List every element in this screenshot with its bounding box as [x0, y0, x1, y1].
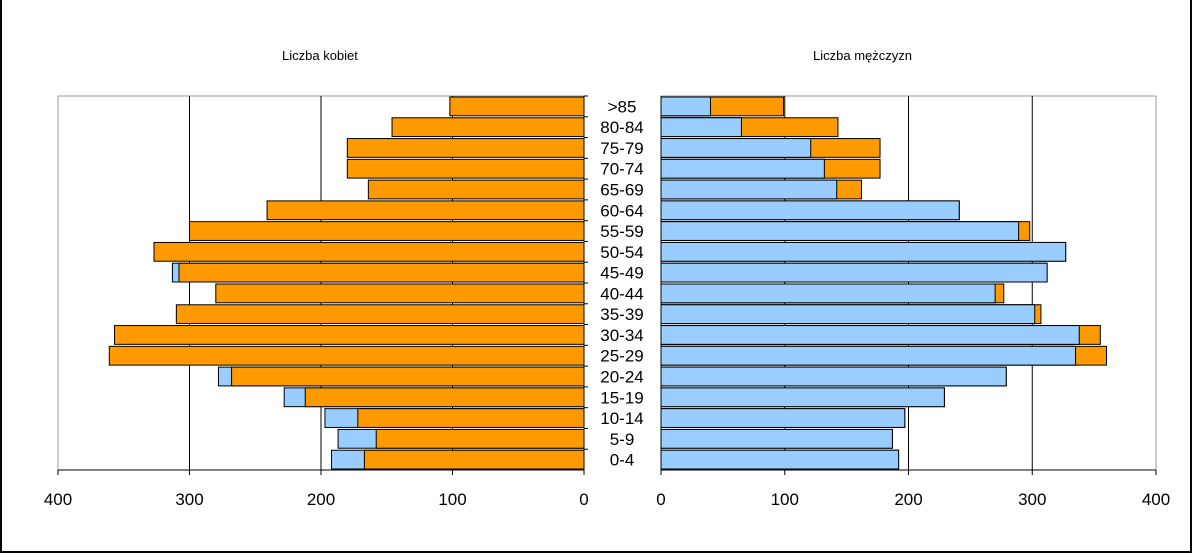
- right-bar-blue: [660, 387, 945, 408]
- right-bar-blue: [660, 179, 838, 200]
- left-bar-orange: [375, 428, 585, 449]
- age-group-label: 5-9: [610, 430, 635, 449]
- right-panel-title: Liczba mężczyzn: [813, 48, 912, 63]
- age-group-label: 65-69: [600, 181, 643, 200]
- left-bar-orange: [215, 283, 585, 304]
- right-bar-blue: [660, 138, 812, 158]
- left-bar-orange: [367, 179, 585, 200]
- right-bar-blue: [660, 366, 1007, 387]
- age-group-label: 15-19: [600, 388, 643, 407]
- left-bar-orange: [346, 138, 585, 158]
- right-bar-blue: [660, 221, 1020, 241]
- age-group-label: 60-64: [600, 201, 643, 220]
- age-group-label: 35-39: [600, 305, 643, 324]
- age-group-label: 55-59: [600, 222, 643, 241]
- right-tick-label: 0: [656, 490, 665, 509]
- left-bar-orange: [363, 449, 585, 470]
- age-group-label: 70-74: [600, 160, 643, 179]
- left-bar-orange: [346, 158, 585, 179]
- right-bar-blue: [660, 408, 906, 428]
- left-panel-title: Liczba kobiet: [282, 48, 358, 63]
- left-tick-label: 0: [579, 490, 588, 509]
- left-tick-label: 100: [438, 490, 466, 509]
- left-bar-orange: [153, 241, 585, 262]
- right-bar-blue: [660, 262, 1048, 283]
- age-group-label: 40-44: [600, 284, 643, 303]
- age-group-label: 30-34: [600, 326, 643, 345]
- age-group-label: 10-14: [600, 409, 643, 428]
- right-bar-blue: [660, 345, 1077, 366]
- right-bar-blue: [660, 117, 742, 138]
- right-bar-blue: [660, 304, 1036, 325]
- left-tick-label: 300: [175, 490, 203, 509]
- left-bar-orange: [231, 366, 585, 387]
- right-tick-label: 400: [1142, 490, 1170, 509]
- left-bar-orange: [175, 304, 585, 325]
- left-bar-orange: [449, 96, 585, 117]
- right-bar-blue: [660, 325, 1080, 345]
- right-bar-blue: [660, 96, 711, 117]
- age-group-label: 25-29: [600, 347, 643, 366]
- right-bar-blue: [660, 283, 996, 304]
- age-group-label: 20-24: [600, 368, 643, 387]
- age-group-label: 45-49: [600, 264, 643, 283]
- left-bar-orange: [266, 200, 585, 221]
- right-bar-blue: [660, 200, 960, 221]
- left-tick-label: 200: [307, 490, 335, 509]
- right-tick-label: 100: [771, 490, 799, 509]
- age-group-label: 0-4: [610, 451, 635, 470]
- right-bar-blue: [660, 428, 893, 449]
- right-tick-label: 200: [894, 490, 922, 509]
- age-group-label: 75-79: [600, 139, 643, 158]
- left-bar-orange: [114, 325, 585, 345]
- left-bar-orange: [178, 262, 585, 283]
- age-group-label: 80-84: [600, 118, 643, 137]
- left-tick-label: 400: [44, 490, 72, 509]
- right-tick-label: 300: [1018, 490, 1046, 509]
- right-bar-blue: [660, 158, 825, 179]
- age-group-label: >85: [608, 97, 637, 116]
- right-bar-blue: [660, 241, 1067, 262]
- age-group-label: 50-54: [600, 243, 643, 262]
- left-bar-orange: [189, 221, 585, 241]
- left-bar-orange: [357, 408, 585, 428]
- right-bar-blue: [660, 449, 900, 470]
- left-bar-orange: [391, 117, 585, 138]
- left-bar-orange: [304, 387, 585, 408]
- left-bar-orange: [108, 345, 585, 366]
